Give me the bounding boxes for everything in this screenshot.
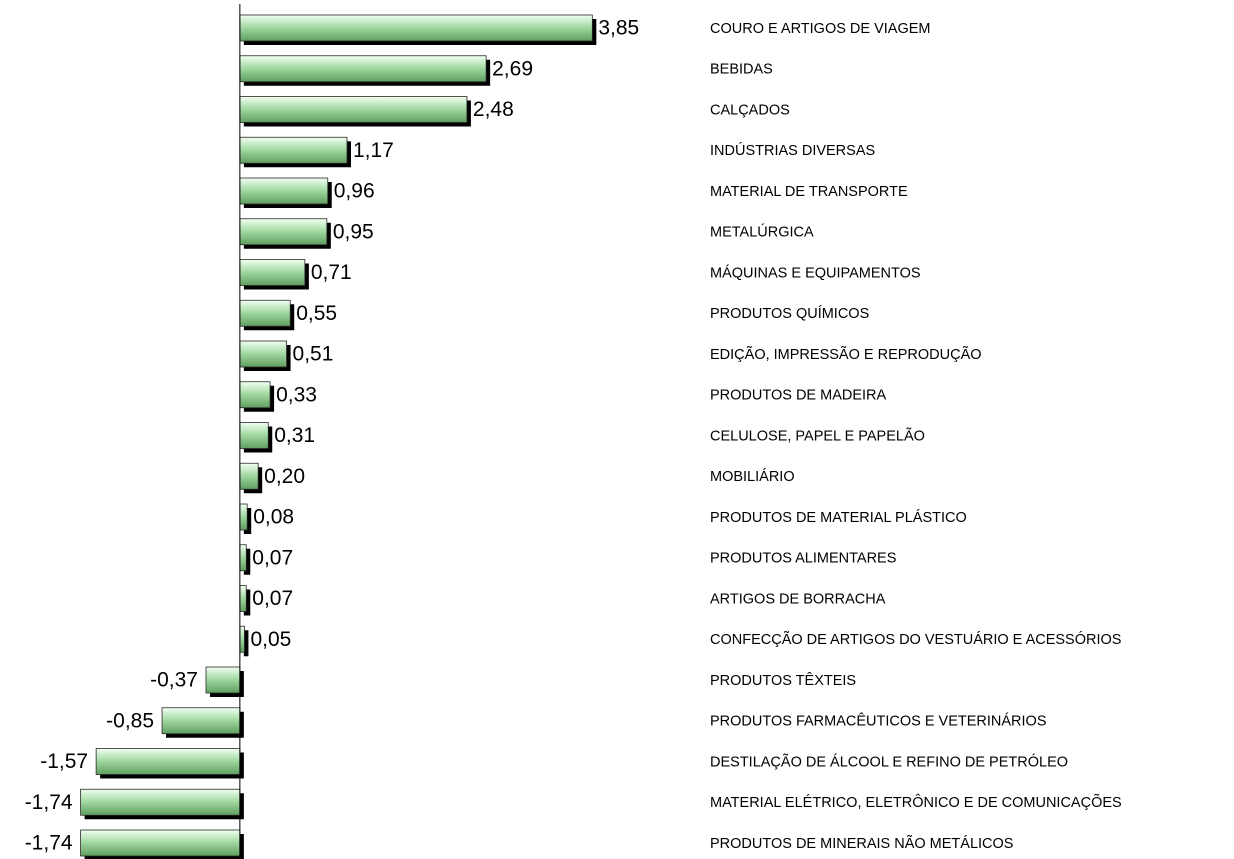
bar — [239, 422, 269, 449]
value-label: -1,57 — [40, 750, 88, 773]
value-label: 0,07 — [252, 587, 293, 610]
value-label: -1,74 — [25, 832, 73, 855]
bar — [239, 218, 328, 246]
category-label: MATERIAL ELÉTRICO, ELETRÔNICO E DE COMUN… — [710, 794, 1122, 811]
bar — [239, 585, 247, 612]
value-label: 0,96 — [334, 180, 375, 203]
value-label: 0,20 — [264, 465, 305, 488]
bar — [239, 299, 291, 327]
category-label: EDIÇÃO, IMPRESSÃO E REPRODUÇÃO — [710, 346, 982, 363]
category-label: CALÇADOS — [710, 102, 790, 118]
category-label: CELULOSE, PAPEL E PAPELÃO — [710, 427, 925, 444]
category-label: BEBIDAS — [710, 62, 773, 78]
bar — [80, 829, 241, 857]
bar — [239, 544, 247, 572]
value-label: -0,37 — [150, 669, 198, 692]
value-label: 0,55 — [296, 302, 337, 325]
bar — [239, 136, 348, 164]
value-label: 0,08 — [253, 506, 294, 529]
category-label: MOBILIÁRIO — [710, 468, 795, 485]
category-label: DESTILAÇÃO DE ÁLCOOL E REFINO DE PETRÓLE… — [710, 753, 1068, 770]
value-label: 0,05 — [250, 628, 291, 651]
bar — [239, 55, 487, 83]
bar — [205, 666, 241, 694]
category-label: COURO E ARTIGOS DE VIAGEM — [710, 21, 931, 37]
bar-shadow — [243, 589, 251, 616]
category-label: METALÚRGICA — [710, 224, 814, 241]
value-label: 2,48 — [473, 98, 514, 121]
bar — [239, 462, 259, 490]
value-label: 0,95 — [333, 220, 374, 243]
bar-shadow — [243, 548, 251, 575]
category-label: PRODUTOS ALIMENTARES — [710, 551, 896, 567]
value-label: 3,85 — [598, 17, 639, 40]
category-label: PRODUTOS TÊXTEIS — [710, 672, 856, 689]
bar — [239, 625, 245, 653]
value-label: 0,07 — [252, 546, 293, 569]
value-label: 0,71 — [311, 261, 352, 284]
bar — [239, 381, 271, 409]
value-label: 1,17 — [353, 139, 394, 162]
category-label: PRODUTOS DE MINERAIS NÃO METÁLICOS — [710, 835, 1013, 852]
bar — [80, 788, 241, 816]
value-label: 0,31 — [274, 424, 315, 447]
category-label: CONFECÇÃO DE ARTIGOS DO VESTUÁRIO E ACES… — [710, 631, 1121, 648]
category-label: ARTIGOS DE BORRACHA — [710, 591, 886, 607]
category-label: PRODUTOS FARMACÊUTICOS E VETERINÁRIOS — [710, 713, 1047, 730]
category-label: MATERIAL DE TRANSPORTE — [710, 184, 908, 200]
category-label: MÁQUINAS E EQUIPAMENTOS — [710, 264, 921, 281]
bar — [239, 14, 593, 42]
bar — [239, 340, 287, 368]
bar — [239, 177, 329, 205]
category-label: PRODUTOS QUÍMICOS — [710, 305, 869, 322]
bar — [239, 259, 306, 286]
value-label: 0,33 — [276, 383, 317, 406]
value-label: -1,74 — [25, 791, 73, 814]
value-label: 2,69 — [492, 57, 533, 80]
bar — [239, 96, 468, 123]
category-label: PRODUTOS DE MADEIRA — [710, 388, 887, 404]
bar — [239, 503, 248, 531]
value-label: 0,51 — [293, 343, 334, 366]
bar — [161, 707, 241, 735]
bar — [95, 748, 241, 775]
category-label: INDÚSTRIAS DIVERSAS — [710, 142, 875, 159]
value-label: -0,85 — [106, 709, 154, 732]
category-label: PRODUTOS DE MATERIAL PLÁSTICO — [710, 509, 967, 526]
bar-shadow — [243, 630, 249, 657]
